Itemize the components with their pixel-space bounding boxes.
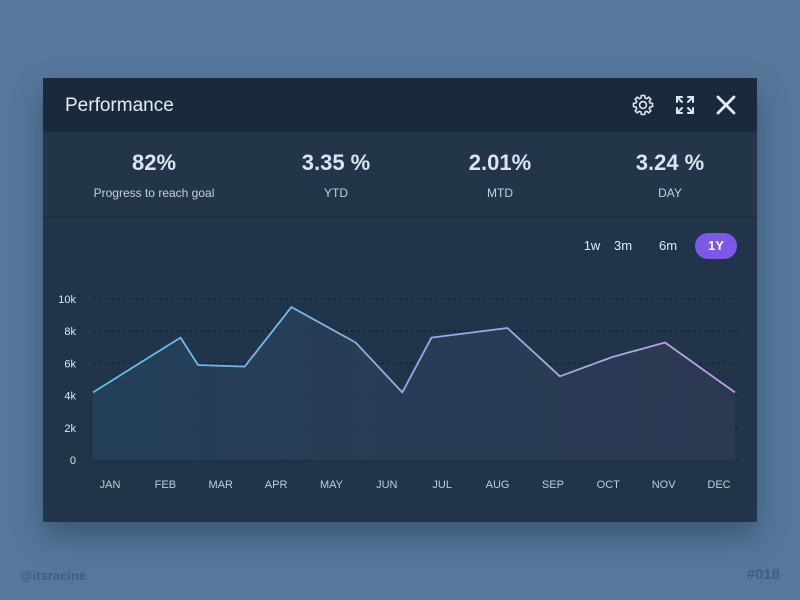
series-area: [93, 307, 735, 460]
x-tick-label: DEC: [707, 479, 730, 491]
author-handle: @itsracine: [20, 568, 87, 583]
x-tick-label: MAY: [320, 479, 344, 491]
stat-progress: 82% Progress to reach goal: [65, 132, 243, 200]
stat-value: 82%: [131, 150, 177, 175]
series-line: [92, 306, 736, 394]
stat-value: 3.24 %: [635, 150, 705, 175]
y-tick-label: 0: [70, 455, 76, 467]
x-tick-label: JUN: [376, 479, 397, 491]
x-tick-label: JAN: [100, 479, 121, 491]
x-tick-label: NOV: [652, 479, 677, 491]
chart-area: 1w 3m 6m 1Y 0 2k 4k 6k 8k 10k JAN FEB MAR APR MAY…: [43, 217, 757, 522]
x-tick-label: OCT: [597, 479, 621, 491]
y-tick-label: 8k: [64, 326, 76, 338]
stat-label: Progress to reach goal: [93, 186, 215, 200]
performance-card: Performance 82% Progress to r: [43, 78, 757, 522]
range-selector: 1w 3m 6m 1Y: [577, 233, 737, 259]
range-1y-button[interactable]: 1Y: [695, 233, 737, 259]
range-3m-button[interactable]: 3m: [613, 238, 633, 253]
stat-mtd: 2.01% MTD: [411, 132, 589, 200]
expand-icon[interactable]: [673, 93, 697, 117]
stat-day: 3.24 % DAY: [581, 132, 759, 200]
stats-row: 82% Progress to reach goal 3.35 % YTD 2.…: [43, 132, 757, 217]
performance-chart: 0 2k 4k 6k 8k 10k JAN FEB MAR APR MAY JUN JUL AUG SEP…: [58, 294, 738, 491]
stat-label: YTD: [324, 186, 348, 200]
x-tick-label: MAR: [209, 479, 234, 491]
card-title: Performance: [65, 95, 174, 116]
stat-label: MTD: [487, 186, 513, 200]
x-tick-label: FEB: [155, 479, 176, 491]
stat-ytd: 3.35 % YTD: [247, 132, 425, 200]
x-tick-label: JUL: [432, 479, 452, 491]
x-tick-label: AUG: [486, 479, 510, 491]
card-header: Performance: [43, 78, 757, 132]
range-1w-button[interactable]: 1w: [583, 238, 601, 253]
y-tick-label: 10k: [58, 294, 76, 306]
stat-value: 2.01%: [468, 150, 532, 175]
gear-icon[interactable]: [631, 93, 655, 117]
stat-label: DAY: [658, 186, 682, 200]
stat-value: 3.35 %: [301, 150, 371, 175]
range-6m-button[interactable]: 6m: [658, 238, 678, 253]
x-tick-label: APR: [265, 479, 288, 491]
y-tick-label: 4k: [64, 391, 76, 403]
y-tick-label: 2k: [64, 423, 76, 435]
shot-number: #018: [746, 566, 780, 583]
x-tick-label: SEP: [542, 479, 564, 491]
y-tick-label: 6k: [64, 358, 76, 370]
close-icon[interactable]: [714, 93, 738, 117]
